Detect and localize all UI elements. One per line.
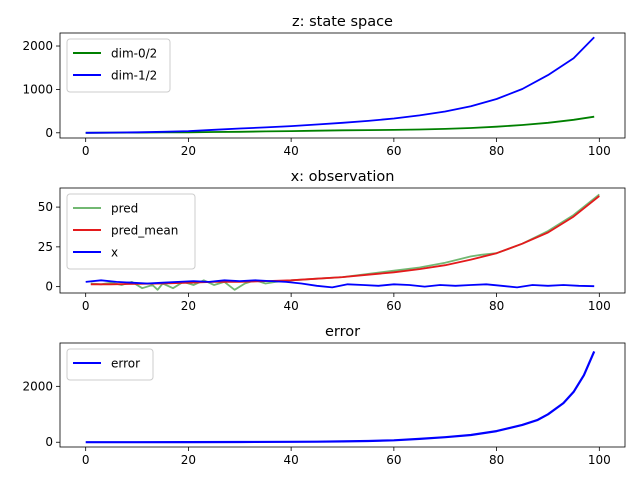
axes-frame — [59, 32, 626, 139]
x-tick-label: 80 — [489, 144, 504, 158]
axes-frame — [59, 342, 626, 448]
x-tick-label: 20 — [181, 299, 196, 313]
legend-label: pred_mean — [111, 224, 178, 238]
y-tick-label: 2000 — [22, 379, 53, 393]
x-tick-label: 100 — [588, 299, 611, 313]
axes-frame — [59, 187, 626, 294]
x-tick-label: 40 — [283, 453, 298, 467]
y-tick-label: 0 — [45, 435, 53, 449]
x-tick-label: 80 — [489, 453, 504, 467]
legend-label: error — [111, 357, 140, 371]
series-line-error — [85, 350, 596, 444]
series-line-dim-1/2 — [85, 36, 595, 134]
x-tick-label: 0 — [82, 299, 90, 313]
legend-box — [66, 193, 196, 270]
subplot-title: x: observation — [291, 169, 395, 185]
legend: error — [66, 348, 154, 381]
x-tick-label: 80 — [489, 299, 504, 313]
y-tick-label: 0 — [45, 280, 53, 294]
y-tick-label: 25 — [38, 240, 53, 254]
x-tick-label: 40 — [283, 299, 298, 313]
subplot-title: error — [325, 324, 360, 340]
legend-label: dim-1/2 — [111, 69, 157, 83]
x-tick-label: 0 — [82, 453, 90, 467]
legend-label: dim-0/2 — [111, 47, 157, 61]
series-line-dim-0/2 — [85, 115, 595, 134]
legend-label: x — [111, 246, 118, 260]
x-tick-label: 60 — [386, 144, 401, 158]
subplot-title: z: state space — [292, 14, 393, 30]
legend: dim-0/2 dim-1/2 — [66, 38, 171, 93]
subplot-1: x: observation 0 20 40 60 80 100 0 25 50 pred pred_… — [38, 169, 626, 313]
x-tick-label: 20 — [181, 144, 196, 158]
x-tick-label: 40 — [283, 144, 298, 158]
series-line-pred_mean — [90, 195, 600, 286]
x-tick-label: 100 — [588, 453, 611, 467]
x-tick-label: 60 — [386, 299, 401, 313]
legend-box — [66, 348, 154, 381]
y-tick-label: 50 — [38, 200, 53, 214]
x-tick-label: 20 — [181, 453, 196, 467]
x-tick-label: 0 — [82, 144, 90, 158]
y-tick-label: 1000 — [22, 82, 53, 96]
x-tick-label: 60 — [386, 453, 401, 467]
y-tick-label: 0 — [45, 126, 53, 140]
y-tick-label: 2000 — [22, 39, 53, 53]
x-tick-label: 100 — [588, 144, 611, 158]
series-line-x — [85, 279, 595, 289]
legend-label: pred — [111, 202, 138, 216]
subplot-2: error 0 20 40 60 80 100 0 2000 error — [22, 324, 626, 467]
